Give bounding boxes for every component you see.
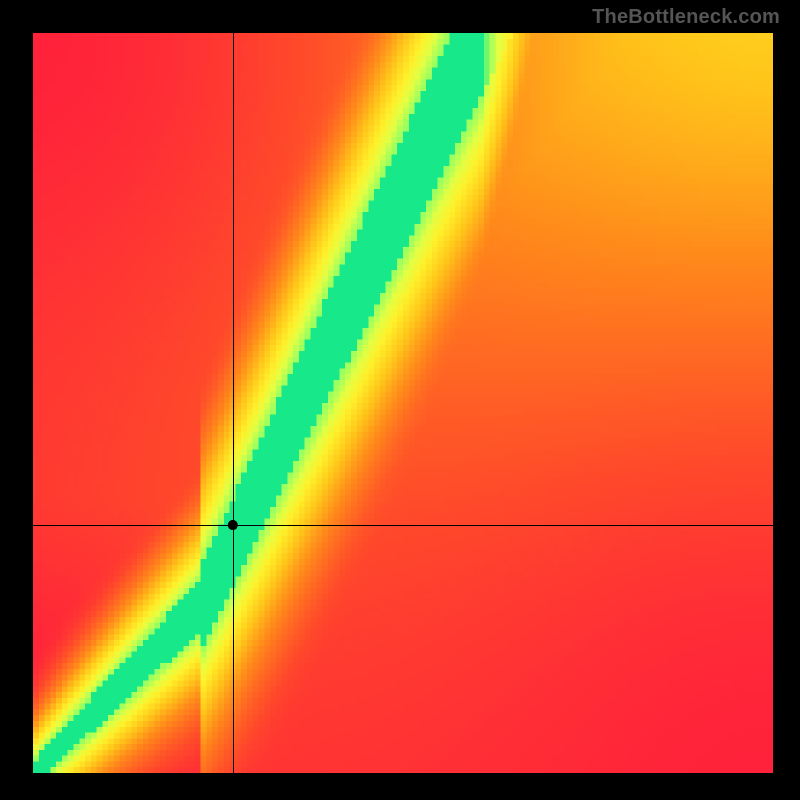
figure-container: TheBottleneck.com	[0, 0, 800, 800]
crosshair-overlay	[0, 0, 800, 800]
